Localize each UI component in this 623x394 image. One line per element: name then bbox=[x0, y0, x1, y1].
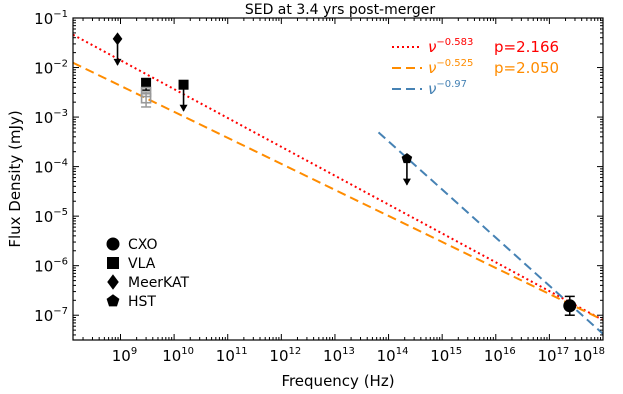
y-tick-label: 10−2 bbox=[34, 59, 68, 78]
fit-legend-label: ν−0.97 bbox=[428, 79, 467, 98]
data-points bbox=[112, 32, 577, 316]
legend-marker bbox=[107, 257, 119, 269]
y-tick-label: 10−3 bbox=[34, 108, 68, 127]
legend-label: HST bbox=[128, 294, 156, 310]
legend-label: VLA bbox=[128, 256, 156, 272]
fit-line bbox=[72, 61, 604, 321]
legend-marker bbox=[107, 274, 119, 290]
fit-legend-label: ν−0.583 bbox=[428, 37, 473, 56]
x-tick-label: 1012 bbox=[269, 346, 301, 365]
chart-title: SED at 3.4 yrs post-merger bbox=[245, 2, 436, 18]
x-tick-label: 1013 bbox=[323, 346, 355, 365]
y-tick-label: 10−5 bbox=[34, 207, 68, 226]
fit-legend-p: p=2.050 bbox=[494, 59, 559, 77]
plot-frame bbox=[72, 17, 604, 341]
fit-line bbox=[377, 131, 604, 335]
y-tick-label: 10−7 bbox=[34, 306, 68, 325]
x-tick-label: 109 bbox=[112, 346, 137, 365]
x-tick-label: 1010 bbox=[162, 346, 194, 365]
y-tick-label: 10−4 bbox=[34, 158, 68, 177]
x-tick-label: 1011 bbox=[216, 346, 248, 365]
point-marker bbox=[401, 153, 413, 164]
fit-legend-label: ν−0.525 bbox=[428, 58, 473, 77]
point-marker bbox=[563, 299, 577, 313]
y-tick-label: 10−6 bbox=[34, 257, 68, 276]
point-marker bbox=[141, 78, 152, 89]
point-marker bbox=[178, 79, 189, 90]
legend: CXO VLA MeerKAT HST bbox=[106, 237, 189, 310]
point-marker bbox=[140, 92, 152, 104]
x-tick-label: 1014 bbox=[377, 346, 409, 365]
point-marker bbox=[112, 32, 123, 46]
y-axis-label: Flux Density (mJy) bbox=[6, 110, 24, 247]
legend-marker bbox=[106, 237, 120, 251]
x-tick-label: 1015 bbox=[430, 346, 462, 365]
x-axis-label: Frequency (Hz) bbox=[281, 372, 394, 390]
y-tick-label: 10−1 bbox=[34, 9, 68, 28]
upper-limit-arrowhead bbox=[113, 58, 122, 66]
x-tick-label: 1016 bbox=[484, 346, 516, 365]
upper-limit-arrowhead bbox=[402, 178, 411, 186]
upper-limit-arrowhead bbox=[179, 104, 188, 112]
fit-legend: ν−0.583 p=2.166 ν−0.525 p=2.050 ν−0.97 bbox=[392, 37, 559, 98]
fit-lines bbox=[72, 33, 604, 335]
x-tick-label: 1018 bbox=[573, 346, 605, 365]
axis-ticks: 109 1010 1011 1012 1013 1014 1015 1016 1017 1018 1… bbox=[34, 9, 605, 365]
fit-legend-p: p=2.166 bbox=[494, 38, 559, 56]
x-tick-label: 1017 bbox=[537, 346, 569, 365]
legend-label: MeerKAT bbox=[128, 275, 189, 291]
fit-line bbox=[72, 33, 604, 321]
legend-label: CXO bbox=[128, 237, 158, 253]
legend-marker bbox=[106, 294, 120, 307]
